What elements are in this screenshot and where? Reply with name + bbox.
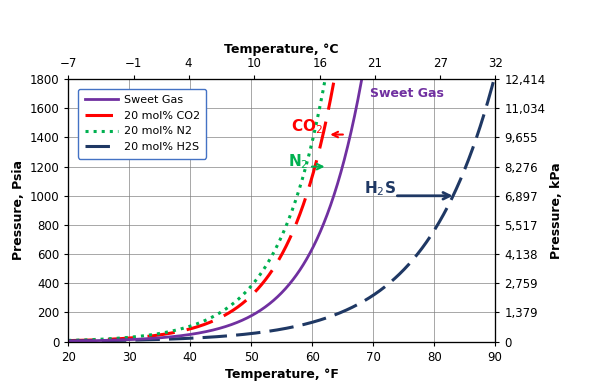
Legend: Sweet Gas, 20 mol% CO2, 20 mol% N2, 20 mol% H2S: Sweet Gas, 20 mol% CO2, 20 mol% N2, 20 m…	[78, 89, 206, 159]
X-axis label: Temperature, °F: Temperature, °F	[225, 368, 339, 381]
Y-axis label: Pressure, Psia: Pressure, Psia	[12, 160, 25, 261]
X-axis label: Temperature, °C: Temperature, °C	[224, 43, 339, 56]
Text: H$_2$S: H$_2$S	[364, 179, 396, 198]
Text: CO$_2$: CO$_2$	[291, 118, 323, 136]
Y-axis label: Pressure, kPa: Pressure, kPa	[550, 162, 563, 259]
Text: N$_2$: N$_2$	[288, 152, 308, 171]
Text: Sweet Gas: Sweet Gas	[370, 86, 444, 100]
